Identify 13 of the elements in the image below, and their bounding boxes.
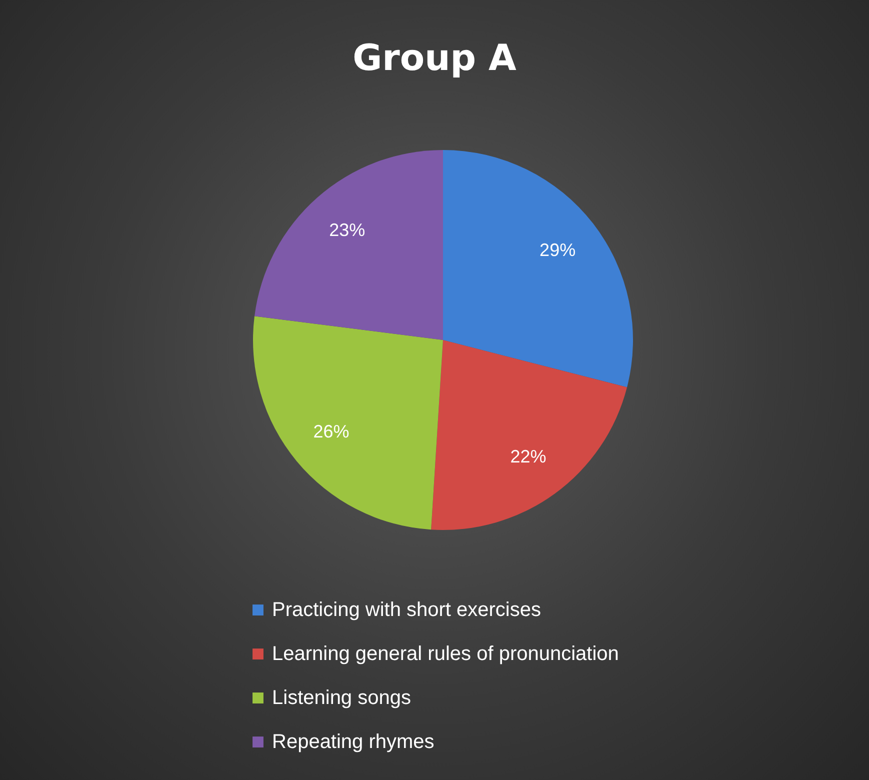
data-label: 23% (329, 220, 366, 240)
pie-slice (431, 340, 628, 530)
data-label: 22% (510, 446, 546, 466)
chart-title: Group A (352, 38, 517, 79)
pie-slice (253, 316, 443, 530)
data-label: 29% (540, 240, 576, 260)
pie-slice (443, 150, 633, 388)
legend-label: Practicing with short exercises (272, 599, 541, 621)
legend-label: Learning general rules of pronunciation (272, 643, 619, 665)
pie-slice (254, 150, 443, 340)
data-label: 26% (313, 421, 350, 442)
legend-label: Repeating rhymes (272, 731, 434, 753)
legend-label: Listening songs (272, 687, 411, 709)
